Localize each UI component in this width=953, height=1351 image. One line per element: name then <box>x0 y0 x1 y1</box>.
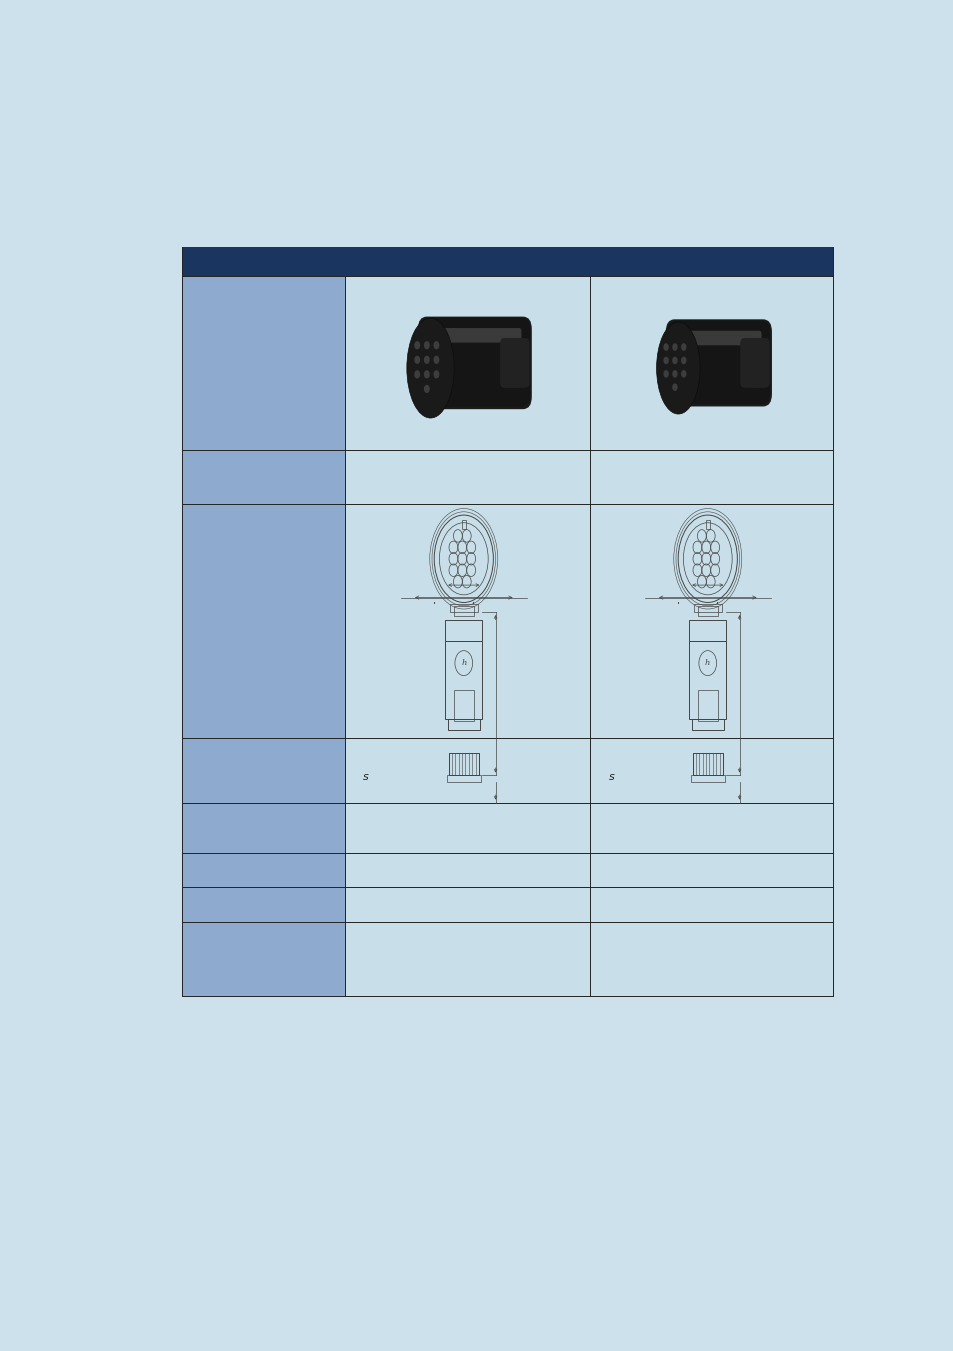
Bar <box>344 888 590 921</box>
Bar <box>182 888 344 921</box>
Bar <box>344 450 590 504</box>
Bar <box>590 504 832 739</box>
Bar <box>182 247 832 276</box>
Text: s: s <box>608 773 614 782</box>
Bar <box>182 852 344 888</box>
Bar <box>344 802 590 852</box>
Circle shape <box>662 370 668 378</box>
Circle shape <box>662 343 668 351</box>
FancyBboxPatch shape <box>667 320 770 404</box>
Bar <box>590 802 832 852</box>
Bar <box>182 504 344 739</box>
Bar <box>689 642 725 719</box>
Bar <box>454 605 473 616</box>
FancyBboxPatch shape <box>419 317 530 407</box>
Bar <box>461 520 465 528</box>
Bar <box>590 852 832 888</box>
Bar <box>590 276 832 450</box>
FancyBboxPatch shape <box>499 338 529 388</box>
Bar <box>705 520 709 528</box>
Text: h: h <box>460 659 466 667</box>
Circle shape <box>680 343 686 351</box>
Bar <box>445 642 482 719</box>
Bar <box>182 921 344 997</box>
Bar <box>590 888 832 921</box>
Bar <box>344 504 590 739</box>
Circle shape <box>423 385 429 393</box>
Bar <box>447 719 479 730</box>
Circle shape <box>662 357 668 365</box>
Bar <box>182 276 344 450</box>
Circle shape <box>680 357 686 365</box>
Bar <box>344 739 590 802</box>
Circle shape <box>414 370 419 378</box>
Circle shape <box>672 343 677 351</box>
Bar <box>182 802 344 852</box>
Bar <box>449 604 477 612</box>
FancyBboxPatch shape <box>740 338 769 388</box>
Circle shape <box>423 355 429 363</box>
Bar <box>182 739 344 802</box>
Bar <box>344 276 590 450</box>
Ellipse shape <box>406 317 454 417</box>
Bar <box>344 852 590 888</box>
Circle shape <box>672 370 677 378</box>
FancyBboxPatch shape <box>428 328 521 343</box>
Bar <box>698 605 717 616</box>
Circle shape <box>433 370 439 378</box>
Bar <box>445 620 482 642</box>
Circle shape <box>433 355 439 363</box>
Circle shape <box>414 355 419 363</box>
Bar <box>344 921 590 997</box>
Bar <box>693 604 721 612</box>
Bar <box>590 921 832 997</box>
Circle shape <box>433 340 439 350</box>
Circle shape <box>423 370 429 378</box>
Text: h: h <box>704 659 710 667</box>
Ellipse shape <box>656 322 700 413</box>
FancyBboxPatch shape <box>676 331 760 346</box>
FancyBboxPatch shape <box>665 319 771 407</box>
Circle shape <box>414 340 419 350</box>
Circle shape <box>423 340 429 350</box>
Bar <box>182 450 344 504</box>
Bar <box>453 689 474 721</box>
Text: s: s <box>363 773 369 782</box>
Bar <box>697 689 718 721</box>
Bar <box>590 450 832 504</box>
Bar <box>689 620 725 642</box>
Bar <box>691 719 723 730</box>
Circle shape <box>672 357 677 365</box>
Circle shape <box>672 384 677 390</box>
FancyBboxPatch shape <box>417 316 531 409</box>
Bar <box>590 739 832 802</box>
Bar <box>448 753 478 775</box>
Bar <box>446 775 480 782</box>
Circle shape <box>680 370 686 378</box>
Bar <box>692 753 722 775</box>
Bar <box>690 775 724 782</box>
